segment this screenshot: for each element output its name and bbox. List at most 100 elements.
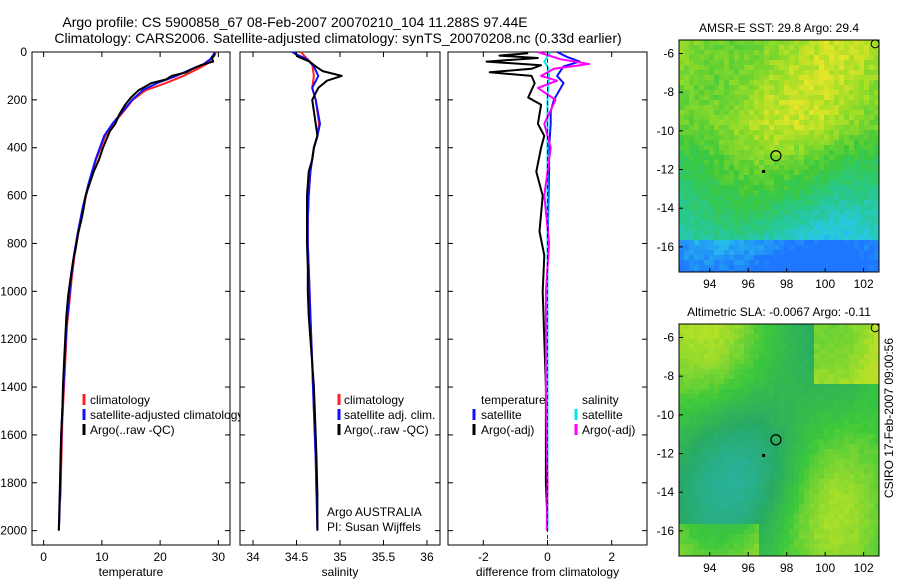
amsr_map-cell (764, 155, 770, 161)
amsr_map-cell (719, 65, 725, 71)
amsr_map-cell (699, 125, 705, 131)
amsr_map-cell (719, 195, 725, 201)
sla_map-cell (734, 469, 740, 475)
sla_map-cell (794, 334, 800, 340)
sla_map-cell (724, 504, 730, 510)
sla_map-cell (744, 334, 750, 340)
sla_map-cell (759, 504, 765, 510)
amsr_map-cell (724, 60, 730, 66)
sla_map-cell (724, 529, 730, 535)
sla_map-cell (709, 439, 715, 445)
sla_map-cell (874, 399, 880, 405)
sla_map-cell (774, 419, 780, 425)
amsr_map-cell (779, 195, 785, 201)
sla_map-cell (859, 414, 865, 420)
amsr_map-cell (854, 80, 860, 86)
sla_map-cell (814, 499, 820, 505)
sla_map-cell (829, 414, 835, 420)
sla_map-cell (864, 454, 870, 460)
sla_map-cell (769, 344, 775, 350)
amsr_map-cell (859, 45, 865, 51)
amsr_map-cell (859, 165, 865, 171)
amsr_map-cell (729, 40, 735, 46)
sla_map-cell (794, 394, 800, 400)
amsr_map-cell (784, 95, 790, 101)
sla_map-cell (774, 479, 780, 485)
amsr_map-cell (834, 45, 840, 51)
sla_map-cell (729, 414, 735, 420)
amsr_map-cell (729, 55, 735, 61)
sla_map-cell (874, 509, 880, 515)
amsr_map-cell (829, 55, 835, 61)
amsr_map-cell (734, 110, 740, 116)
sla_map-cell (849, 489, 855, 495)
amsr_map-cell (724, 220, 730, 226)
amsr_map-cell (764, 85, 770, 91)
sla_map-cell (719, 389, 725, 395)
sla_map-cell (729, 474, 735, 480)
sla_map-cell (764, 549, 770, 555)
amsr_map-cell (764, 105, 770, 111)
sla_map-cell (724, 514, 730, 520)
amsr_map-cell (809, 265, 815, 271)
amsr_map-cell (729, 85, 735, 91)
sla_map-cell (714, 484, 720, 490)
sla_map-cell (739, 539, 745, 545)
sla_map-cell (754, 384, 760, 390)
sla_map-cell (809, 354, 815, 360)
sla_map-cell (789, 339, 795, 345)
sla_map-cell (844, 374, 850, 380)
amsr_map-cell (824, 250, 830, 256)
sla_map-cell (734, 429, 740, 435)
sla_map-cell (869, 549, 875, 555)
amsr_map-cell (749, 175, 755, 181)
sla_map-cell (829, 384, 835, 390)
amsr_map-cell (854, 160, 860, 166)
sla_map-cell (839, 534, 845, 540)
amsr_map-cell (684, 170, 690, 176)
amsr_map-cell (849, 125, 855, 131)
amsr_map-cell (739, 40, 745, 46)
sla_map-cell (714, 549, 720, 555)
amsr_map-cell (849, 140, 855, 146)
amsr_map-cell (784, 250, 790, 256)
amsr_map-cell (794, 100, 800, 106)
amsr_map-cell (714, 215, 720, 221)
sla_map-cell (734, 499, 740, 505)
sla_map-cell (864, 439, 870, 445)
amsr_map-cell (774, 165, 780, 171)
amsr_map-cell (759, 50, 765, 56)
temperature-xtick-label: 10 (95, 550, 109, 564)
sla_map-cell (779, 429, 785, 435)
sla_map-cell (734, 364, 740, 370)
sla_map-cell (784, 474, 790, 480)
sla_map-cell (709, 359, 715, 365)
sla_map-cell (704, 364, 710, 370)
sla_map-cell (819, 454, 825, 460)
amsr_map-cell (814, 40, 820, 46)
amsr_map-cell (729, 155, 735, 161)
amsr_map-cell (729, 105, 735, 111)
amsr_map-cell (799, 120, 805, 126)
sla_map-cell (764, 339, 770, 345)
amsr_map-cell (724, 95, 730, 101)
amsr_map-cell (684, 230, 690, 236)
amsr_map-cell (684, 100, 690, 106)
sla_map-cell (854, 479, 860, 485)
amsr_map-cell (799, 50, 805, 56)
amsr_map-cell (844, 190, 850, 196)
sla_map-cell (784, 359, 790, 365)
sla_map-cell (699, 384, 705, 390)
sla_map-cell (679, 349, 685, 355)
sla_map-cell (734, 489, 740, 495)
sla_map-cell (819, 379, 825, 385)
amsr_map-cell (789, 185, 795, 191)
amsr_map-cell (844, 180, 850, 186)
amsr_map-cell (754, 90, 760, 96)
amsr_map-cell (829, 85, 835, 91)
sla_map-cell (714, 364, 720, 370)
amsr_map-cell (829, 70, 835, 76)
sla_map-cell (799, 349, 805, 355)
sla_map-cell (864, 529, 870, 535)
amsr_map-cell (819, 150, 825, 156)
